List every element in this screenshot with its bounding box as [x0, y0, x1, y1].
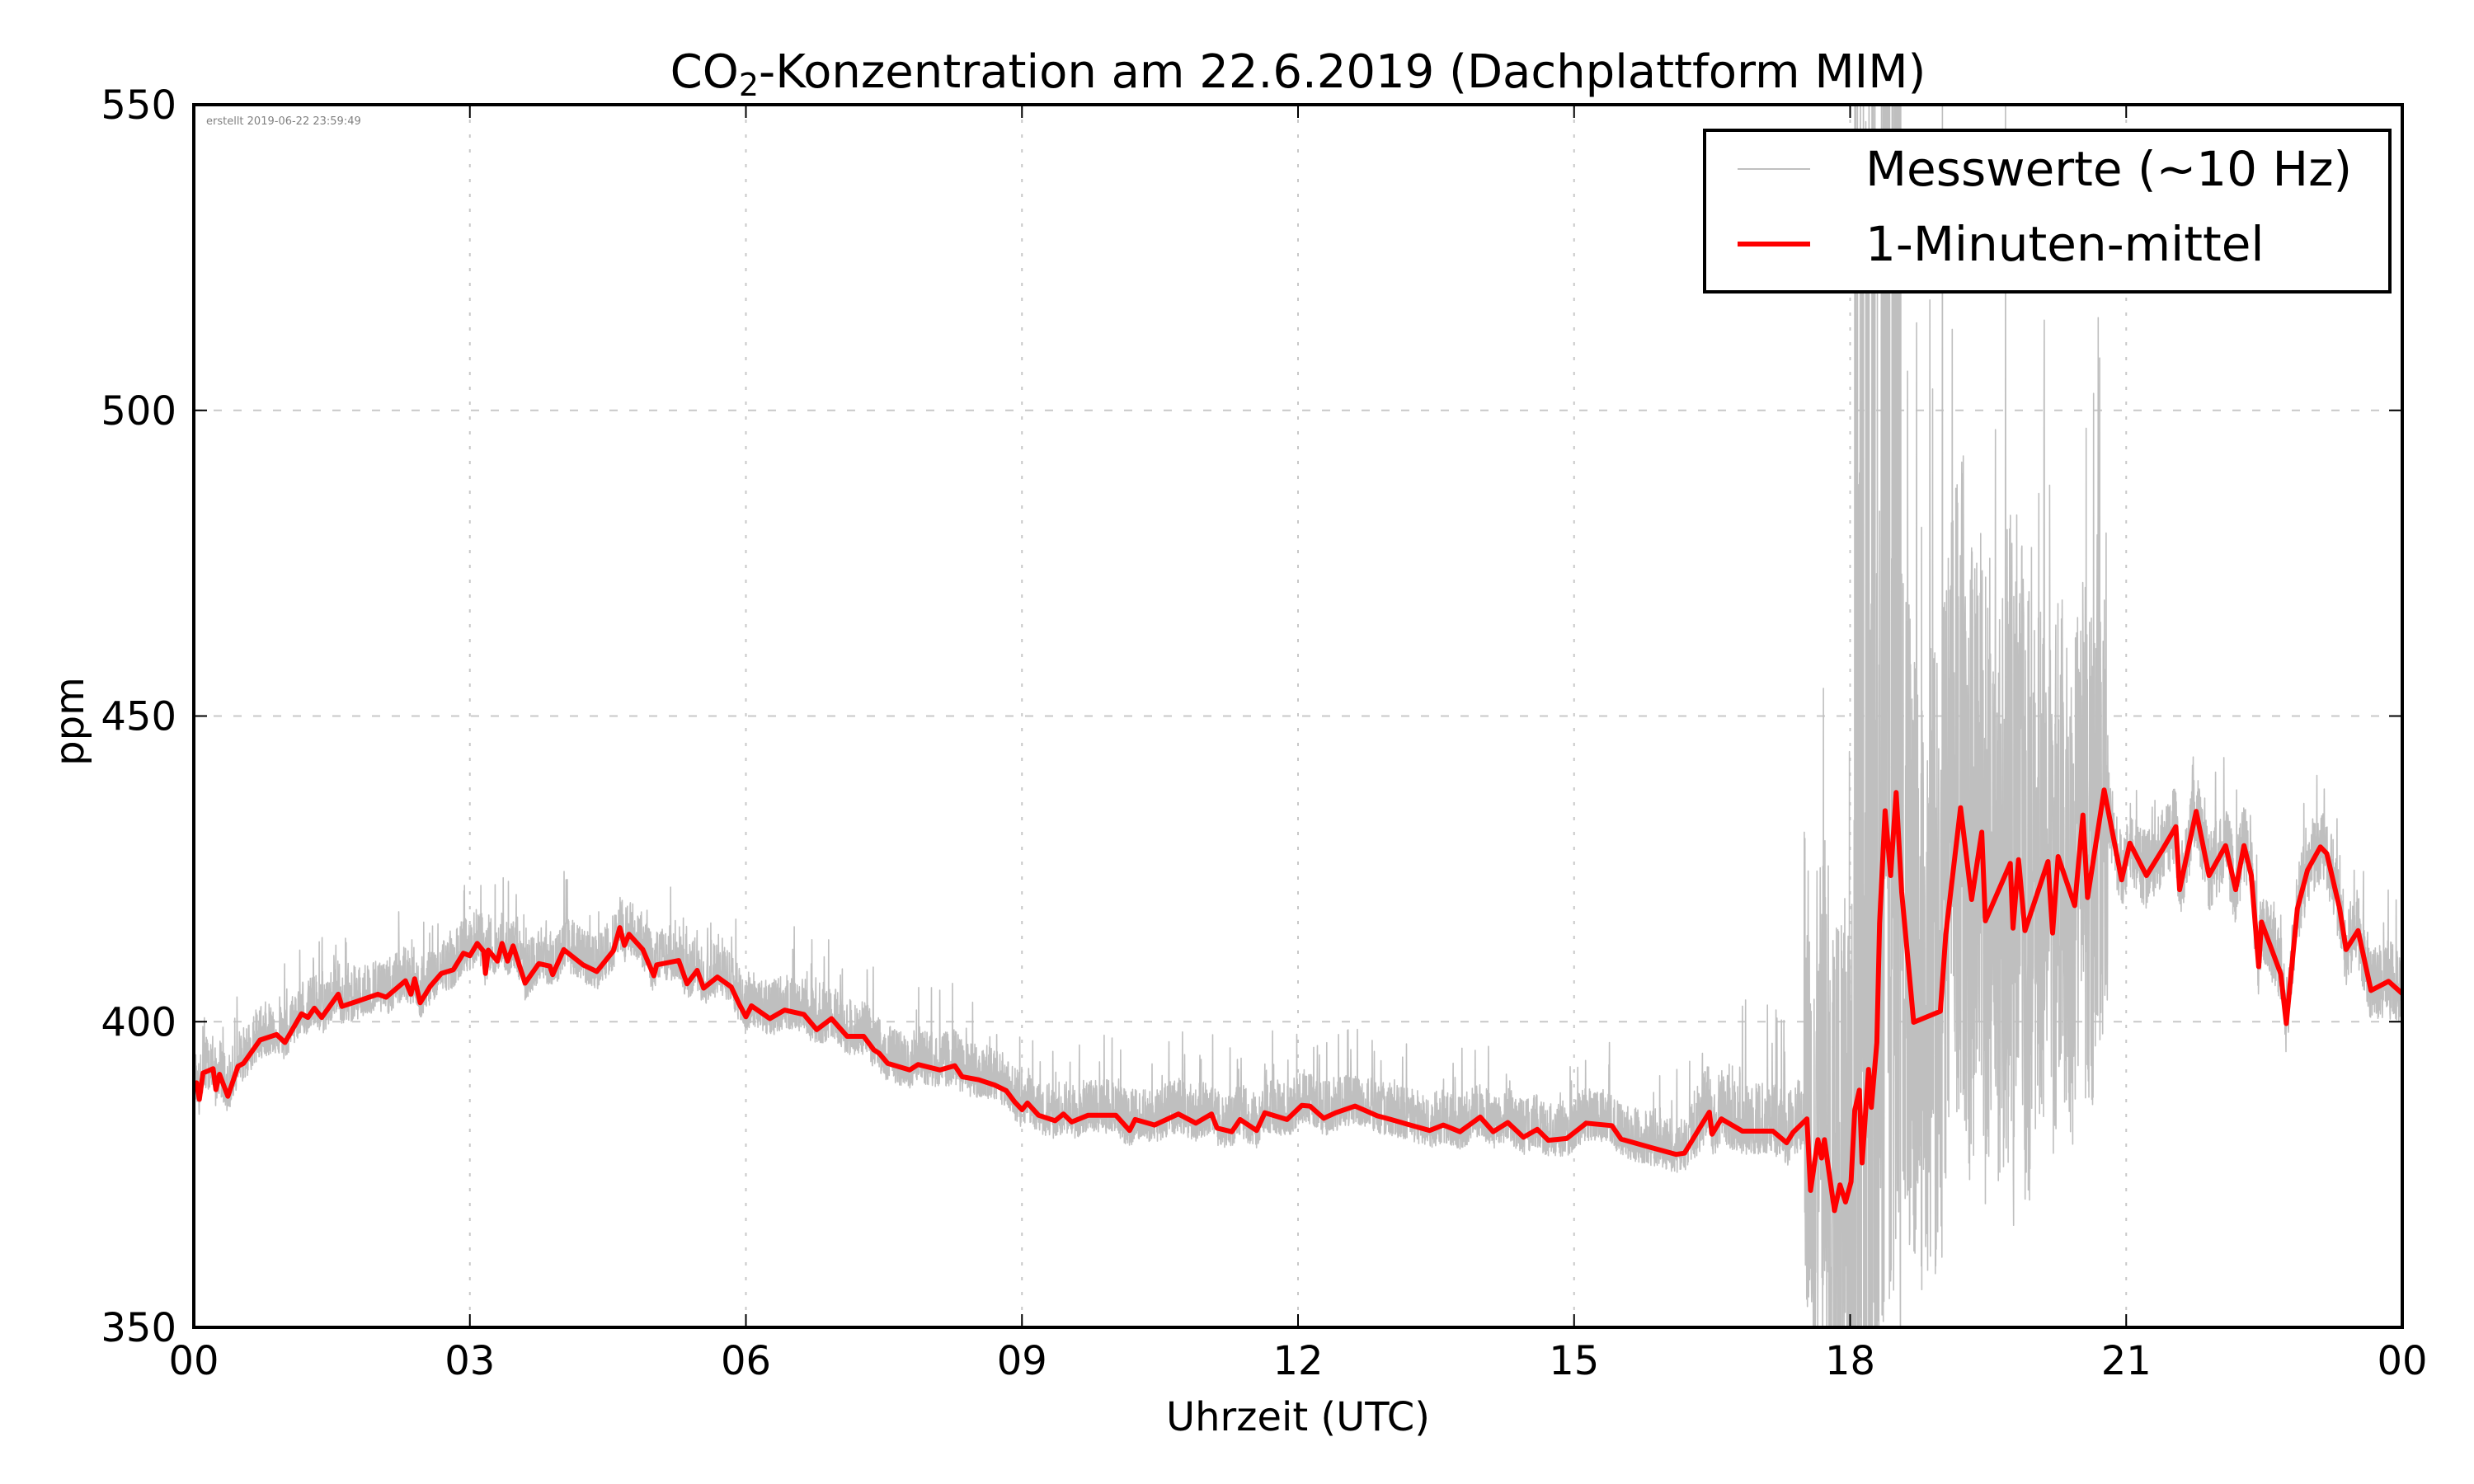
x-tick-label: 12: [1272, 1338, 1323, 1384]
y-tick-label: 550: [101, 82, 176, 129]
x-tick-labels: 00 03 06 09 12 15 18 21 00: [168, 1338, 2427, 1384]
x-tick-label: 09: [997, 1338, 1047, 1384]
x-tick-label: 06: [721, 1338, 771, 1384]
plot-frame: [192, 103, 2404, 1329]
series-raw-measurements-line: [194, 105, 2402, 1327]
y-tick-label: 500: [101, 388, 176, 434]
title-rest: -Konzentration am 22.6.2019 (Dachplattfo…: [759, 45, 1926, 99]
series-1-minute-mean-line: [194, 787, 2402, 1214]
legend: Messwerte (~10 Hz) 1-Minuten-mittel: [1703, 129, 2392, 294]
legend-box: [1703, 129, 2392, 294]
y-tick-label: 350: [101, 1305, 176, 1351]
y-tick-label: 400: [101, 999, 176, 1045]
created-timestamp: erstellt 2019-06-22 23:59:49: [206, 115, 361, 128]
x-tick-label: 03: [444, 1338, 495, 1384]
chart-title: CO2-Konzentration am 22.6.2019 (Dachplat…: [670, 45, 1926, 103]
y-tick-label: 450: [101, 694, 176, 740]
x-tick-label: 00: [2377, 1338, 2427, 1384]
legend-label-raw: Messwerte (~10 Hz): [1865, 141, 2352, 197]
legend-label-mean: 1-Minuten-mittel: [1865, 216, 2265, 272]
x-tick-label: 00: [168, 1338, 219, 1384]
y-tick-labels: 350 400 450 500 550: [101, 82, 176, 1351]
title-co: CO: [670, 45, 739, 99]
x-tick-label: 15: [1549, 1338, 1599, 1384]
title-subscript: 2: [739, 67, 759, 103]
y-axis-label: ppm: [47, 677, 93, 766]
x-tick-label: 21: [2101, 1338, 2152, 1384]
x-axis-label: Uhrzeit (UTC): [1166, 1394, 1430, 1440]
x-tick-label: 18: [1825, 1338, 1875, 1384]
grid-lines: [194, 105, 2402, 1327]
